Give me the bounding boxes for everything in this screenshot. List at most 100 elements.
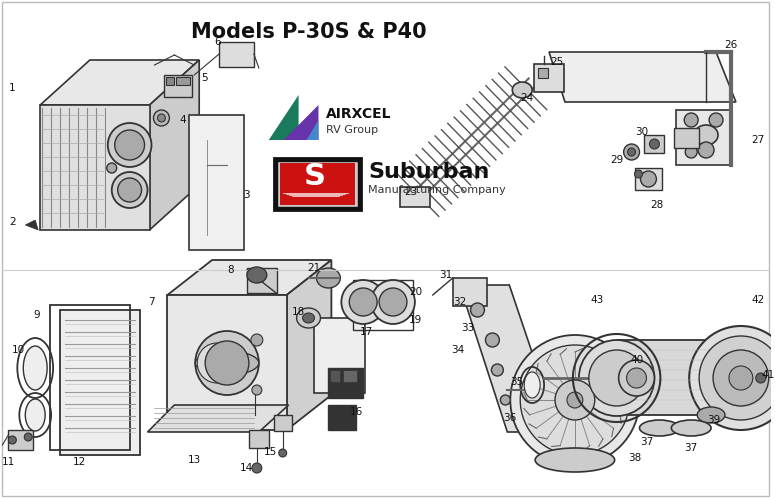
Text: 6: 6 (214, 37, 220, 47)
Ellipse shape (247, 267, 267, 283)
Ellipse shape (195, 331, 259, 395)
Polygon shape (269, 95, 298, 140)
Bar (645, 135, 664, 153)
Ellipse shape (205, 341, 249, 385)
Bar (329, 368, 363, 398)
Text: 29: 29 (610, 155, 623, 165)
Ellipse shape (685, 146, 698, 158)
Ellipse shape (567, 392, 583, 408)
Bar (353, 280, 413, 330)
Bar (538, 68, 548, 78)
Bar (400, 187, 430, 207)
Ellipse shape (649, 139, 660, 149)
Ellipse shape (491, 364, 503, 376)
Ellipse shape (684, 113, 698, 127)
Ellipse shape (24, 433, 33, 441)
Text: 31: 31 (439, 270, 453, 280)
Bar (635, 168, 663, 190)
Text: 32: 32 (453, 297, 467, 307)
Text: S: S (304, 161, 326, 191)
Bar (164, 75, 192, 97)
Text: 37: 37 (640, 437, 653, 447)
Ellipse shape (157, 114, 165, 122)
Ellipse shape (371, 280, 415, 324)
Ellipse shape (624, 144, 639, 160)
Ellipse shape (628, 148, 635, 156)
Text: 18: 18 (292, 307, 305, 317)
Bar (167, 77, 174, 85)
Bar (343, 370, 357, 382)
Text: 12: 12 (74, 457, 87, 467)
Text: 17: 17 (360, 327, 373, 337)
Ellipse shape (379, 288, 407, 316)
Text: 26: 26 (725, 40, 738, 50)
Text: AIRXCEL: AIRXCEL (326, 107, 392, 121)
Ellipse shape (108, 123, 151, 167)
Text: 7: 7 (148, 297, 155, 307)
Ellipse shape (689, 326, 775, 430)
Ellipse shape (118, 178, 142, 202)
Ellipse shape (9, 436, 16, 444)
Ellipse shape (713, 350, 769, 406)
Ellipse shape (279, 449, 287, 457)
Ellipse shape (512, 82, 532, 98)
Polygon shape (60, 310, 140, 455)
Text: 15: 15 (264, 447, 277, 457)
Ellipse shape (26, 399, 45, 431)
Text: 42: 42 (751, 295, 764, 305)
Polygon shape (287, 260, 332, 430)
Bar (280, 163, 355, 205)
Ellipse shape (699, 336, 775, 420)
Bar (677, 110, 731, 165)
Text: Suburban: Suburban (368, 162, 490, 182)
Bar (453, 278, 487, 306)
Ellipse shape (510, 335, 639, 465)
Text: 10: 10 (12, 345, 25, 355)
Text: 1: 1 (9, 83, 16, 93)
Ellipse shape (107, 163, 117, 173)
Ellipse shape (694, 125, 718, 145)
Text: 2: 2 (9, 217, 16, 227)
Ellipse shape (536, 448, 615, 472)
Text: 13: 13 (188, 455, 201, 465)
Ellipse shape (520, 345, 629, 455)
Text: 38: 38 (628, 453, 641, 463)
Ellipse shape (709, 113, 723, 127)
Text: 5: 5 (201, 73, 208, 83)
Ellipse shape (297, 308, 320, 328)
Text: 28: 28 (649, 200, 663, 210)
Ellipse shape (115, 130, 145, 160)
Text: 16: 16 (350, 407, 363, 417)
Ellipse shape (626, 368, 646, 388)
Text: 11: 11 (2, 457, 15, 467)
Bar (329, 405, 356, 430)
Text: 35: 35 (511, 377, 524, 387)
Polygon shape (617, 340, 741, 415)
Polygon shape (150, 60, 199, 230)
Ellipse shape (698, 142, 714, 158)
Text: 41: 41 (761, 370, 774, 380)
Polygon shape (460, 285, 559, 432)
Text: 14: 14 (240, 463, 253, 473)
Ellipse shape (341, 280, 385, 324)
Ellipse shape (350, 288, 377, 316)
Ellipse shape (671, 420, 711, 436)
Bar (9, 430, 33, 450)
Polygon shape (167, 295, 287, 430)
Ellipse shape (485, 333, 499, 347)
Text: 24: 24 (521, 93, 534, 103)
Ellipse shape (640, 171, 656, 187)
Ellipse shape (589, 350, 645, 406)
Ellipse shape (197, 343, 237, 383)
Ellipse shape (618, 360, 654, 396)
Ellipse shape (302, 313, 315, 323)
Ellipse shape (112, 172, 147, 208)
Text: 39: 39 (708, 415, 721, 425)
Bar (314, 318, 365, 393)
Ellipse shape (252, 385, 262, 395)
Ellipse shape (729, 366, 753, 390)
Text: 40: 40 (630, 355, 643, 365)
Text: 27: 27 (751, 135, 764, 145)
Ellipse shape (252, 463, 262, 473)
Text: Models P-30S & P40: Models P-30S & P40 (191, 22, 426, 42)
